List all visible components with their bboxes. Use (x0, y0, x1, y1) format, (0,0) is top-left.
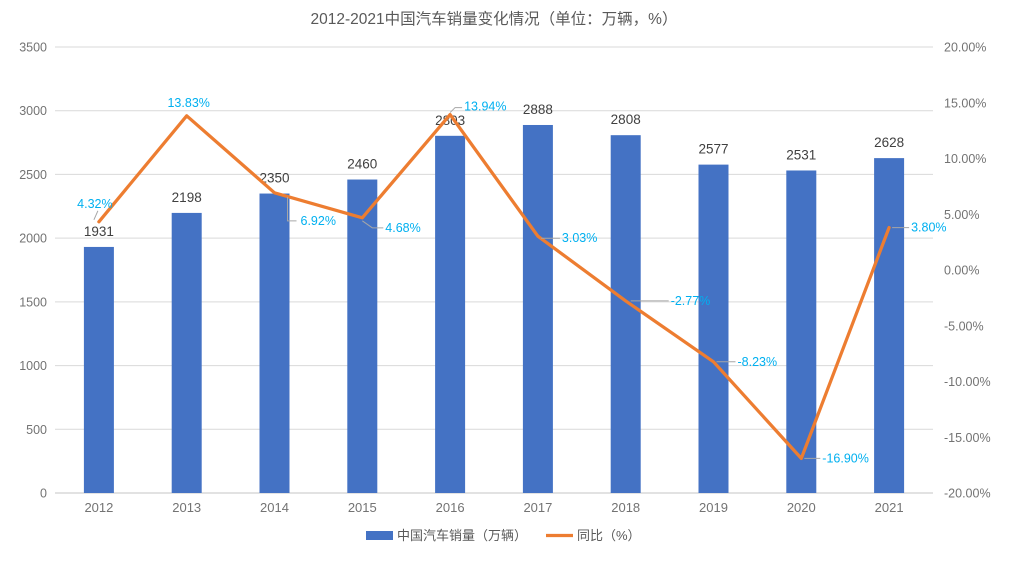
x-axis-label: 2021 (875, 500, 904, 515)
line-point-label: 13.94% (464, 100, 506, 114)
right-axis-tick: -5.00% (944, 319, 984, 333)
bar (698, 164, 729, 493)
right-axis-tick: 20.00% (944, 41, 986, 55)
left-axis-tick: 3500 (19, 41, 47, 55)
line-point-labels: 4.32% 13.83% 6.92% 4.68% 13.94% 3.03% -2.77% -8… (77, 96, 946, 466)
bar (347, 179, 378, 494)
x-axis-label: 2013 (172, 500, 201, 515)
line-point-label: -8.23% (738, 355, 778, 369)
x-axis-label: 2015 (348, 500, 377, 515)
line-point-label: 6.92% (301, 214, 336, 228)
line-point-label: -2.77% (671, 294, 711, 308)
series-line-group (97, 112, 891, 461)
bar (435, 135, 466, 493)
right-axis-tick: 15.00% (944, 96, 986, 110)
bar (171, 212, 202, 494)
left-axis-tick: 1000 (19, 359, 47, 373)
label-leader-line (362, 220, 384, 229)
x-axis-label: 2014 (260, 500, 289, 515)
label-leader-line (449, 107, 463, 113)
x-axis-label: 2020 (787, 500, 816, 515)
line-point-label: 3.03% (562, 231, 597, 245)
bar-value-label: 2460 (347, 157, 377, 172)
series-line (97, 112, 891, 461)
right-axis-tick: -20.00% (944, 487, 991, 501)
bar-value-label: 2350 (259, 171, 289, 186)
bar-value-label: 2628 (874, 135, 904, 150)
right-axis-tick: 5.00% (944, 208, 979, 222)
bar-value-label: 1931 (84, 224, 114, 239)
x-axis-labels: 2012 2013 2014 2015 2016 2017 2018 2019 2020 2021 (84, 500, 903, 515)
legend-bar-label: 中国汽车销量（万辆） (397, 528, 527, 543)
bar (610, 135, 641, 493)
bar (83, 246, 114, 493)
x-axis-label: 2016 (436, 500, 465, 515)
bar-value-label: 2888 (523, 102, 553, 117)
legend-line-label: 同比（%） (577, 528, 641, 543)
right-axis-tick: 10.00% (944, 152, 986, 166)
bar-value-label: 2531 (786, 147, 816, 162)
left-axis-tick: 500 (26, 423, 47, 437)
left-axis-tick: 3000 (19, 104, 47, 118)
bar (786, 170, 817, 494)
legend-bar-swatch (366, 531, 393, 540)
legend: 中国汽车销量（万辆） 同比（%） (366, 528, 641, 543)
bar (259, 193, 290, 494)
bar (522, 124, 553, 494)
left-axis-labels: 0 500 1000 1500 2000 2500 3000 3500 (19, 41, 47, 501)
line-point-label: -16.90% (822, 451, 869, 465)
left-axis-tick: 2000 (19, 232, 47, 246)
right-axis-tick: -15.00% (944, 431, 991, 445)
left-axis-tick: 1500 (19, 295, 47, 309)
line-point-label: 4.68% (385, 221, 420, 235)
x-axis-label: 2012 (84, 500, 113, 515)
x-axis-label: 2017 (523, 500, 552, 515)
left-axis-tick: 2500 (19, 168, 47, 182)
right-axis-tick: -10.00% (944, 375, 991, 389)
bar-value-label: 2577 (698, 142, 728, 157)
label-leader-line (93, 210, 99, 221)
left-axis-tick: 0 (40, 487, 47, 501)
x-axis-label: 2019 (699, 500, 728, 515)
line-point-label: 13.83% (167, 96, 209, 110)
line-point-label: 3.80% (911, 221, 946, 235)
bars (83, 124, 905, 494)
x-axis-label: 2018 (611, 500, 640, 515)
line-point-label: 4.32% (77, 197, 112, 211)
right-axis-labels: -20.00% -15.00% -10.00% -5.00% 0.00% 5.00% 10.… (944, 41, 991, 501)
bar (874, 158, 905, 493)
label-leader-line (287, 196, 297, 222)
bar-value-label: 2808 (611, 112, 641, 127)
leader-lines (93, 107, 910, 459)
right-axis-tick: 0.00% (944, 264, 979, 278)
chart-title: 2012-2021中国汽车销量变化情况（单位：万辆，%） (311, 10, 678, 28)
bar-value-label: 2198 (172, 190, 202, 205)
